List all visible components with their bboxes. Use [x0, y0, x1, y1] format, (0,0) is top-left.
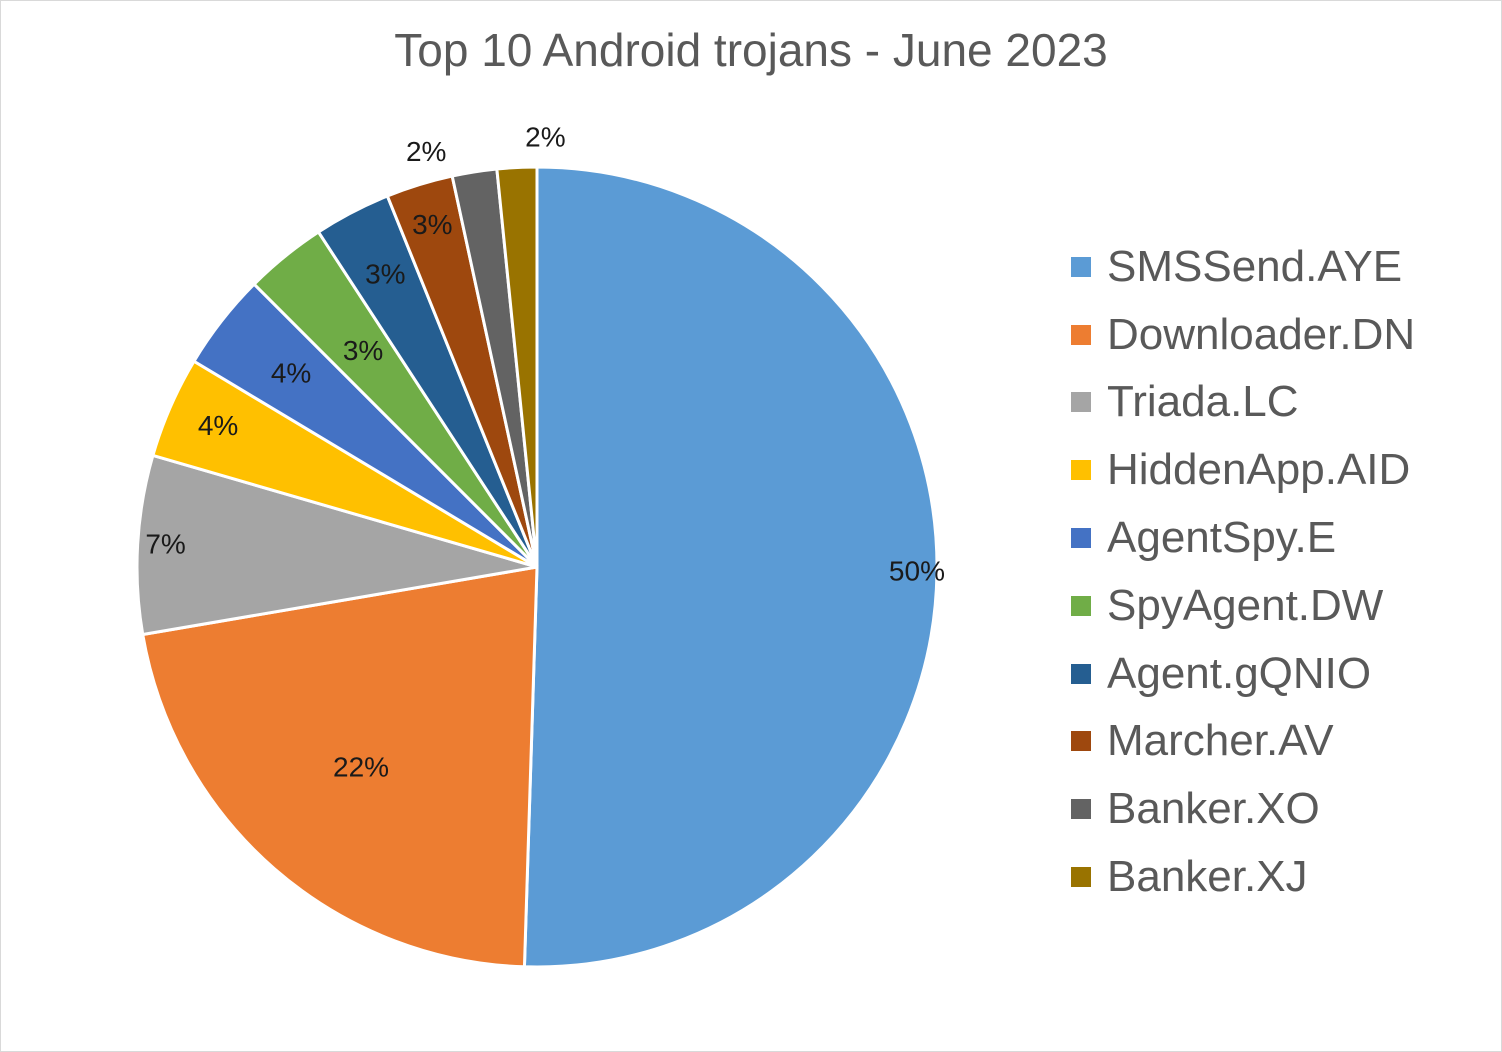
legend-swatch [1071, 528, 1091, 549]
chart-title: Top 10 Android trojans - June 2023 [394, 24, 1108, 76]
data-label-triada-lc: 7% [145, 528, 185, 559]
legend-item: Agent.gQNIO [1071, 640, 1491, 708]
pie-slice-smssend-aye [522, 165, 939, 969]
pie-slice-downloader-dn [141, 565, 539, 969]
legend-label: Marcher.AV [1107, 716, 1334, 766]
legend-swatch [1071, 392, 1091, 413]
pie-slice-triada-lc [135, 453, 538, 637]
data-label-banker-xo: 2% [406, 136, 446, 167]
legend-label: Banker.XJ [1107, 852, 1308, 902]
legend-item: Marcher.AV [1071, 708, 1491, 776]
legend-label: Triada.LC [1107, 377, 1299, 427]
legend-item: Banker.XO [1071, 775, 1491, 843]
legend-label: HiddenApp.AID [1107, 445, 1411, 495]
legend-swatch [1071, 460, 1091, 481]
data-label-smssend-aye: 50% [889, 555, 945, 586]
legend-swatch [1071, 799, 1091, 820]
legend-label: Agent.gQNIO [1107, 648, 1372, 698]
pie-slice-banker-xj [495, 165, 539, 568]
data-label-banker-xj: 2% [525, 121, 565, 152]
legend-label: SMSSend.AYE [1107, 241, 1403, 291]
legend-label: SpyAgent.DW [1107, 580, 1384, 630]
legend-item: HiddenApp.AID [1071, 436, 1491, 504]
legend-item: Triada.LC [1071, 369, 1491, 437]
legend-swatch [1071, 256, 1091, 277]
data-label-downloader-dn: 22% [333, 752, 389, 783]
chart-legend: SMSSend.AYE Downloader.DN Triada.LC HiddenA… [1071, 233, 1491, 911]
legend-swatch [1071, 867, 1091, 888]
data-label-marcher-av: 3% [412, 209, 452, 240]
legend-swatch [1071, 595, 1091, 616]
legend-item: Banker.XJ [1071, 843, 1491, 911]
legend-swatch [1071, 731, 1091, 752]
legend-label: Downloader.DN [1107, 309, 1416, 359]
legend-item: AgentSpy.E [1071, 504, 1491, 572]
legend-swatch [1071, 663, 1091, 684]
legend-item: Downloader.DN [1071, 301, 1491, 369]
data-label-spyagent-dw: 3% [343, 335, 383, 366]
data-label-agent-gqnio: 3% [365, 259, 405, 290]
legend-swatch [1071, 324, 1091, 345]
legend-label: AgentSpy.E [1107, 513, 1337, 563]
data-label-agentspy-e: 4% [271, 357, 311, 388]
legend-item: SpyAgent.DW [1071, 572, 1491, 640]
data-label-hiddenapp-aid: 4% [198, 410, 238, 441]
legend-item: SMSSend.AYE [1071, 233, 1491, 301]
legend-label: Banker.XO [1107, 784, 1320, 834]
